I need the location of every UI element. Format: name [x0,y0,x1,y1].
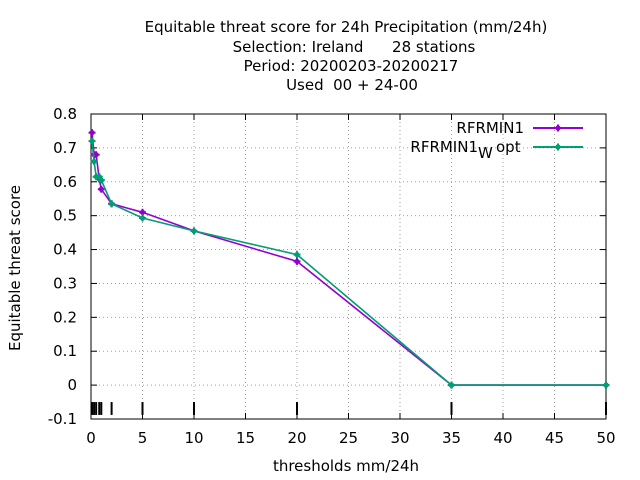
chart-title: Equitable threat score for 24h Precipita… [145,18,548,94]
series-1-point-dot [89,138,95,144]
series-line-1 [91,141,606,386]
y-tick-label: 0.2 [53,308,77,326]
legend-label-rfrmin1-opt-sub: W [478,144,493,162]
legend-marker-1 [554,143,562,151]
series-1-point [88,137,96,145]
series-0-point-dot [89,130,95,136]
series-1-point [448,381,455,389]
series-1-point-dot [139,215,146,221]
x-tick-label: 10 [184,429,203,447]
y-tick-label: 0.8 [53,105,77,123]
y-tick-label: 0.1 [53,342,77,360]
legend-label-rfrmin1-opt-tail: opt [496,138,521,156]
legend-marker-rfrmin1 [554,124,562,132]
plot-axes [90,113,607,420]
series-1-point-dot [448,382,455,388]
x-tick-labels: 0 5 10 15 20 25 30 35 40 45 50 [86,429,615,447]
x-tick-label: 45 [545,429,564,447]
legend-marker-rfrmin1-opt [554,143,562,151]
y-tick-label: 0.5 [53,207,77,225]
legend-marker-0 [554,124,562,132]
x-tick-label: 35 [442,429,461,447]
series-0-point [293,257,301,265]
y-tick-label: -0.1 [48,410,77,428]
x-tick-label: 5 [138,429,148,447]
series-0-point-dot [98,186,104,192]
series-1-point [293,251,301,259]
legend: RFRMIN1 RFRMIN1 W opt [410,119,583,162]
x-tick-label: 20 [287,429,306,447]
series-0-point [97,185,105,193]
threshold-markers [91,402,607,415]
series-0-point [88,129,96,137]
x-axis-label: thresholds mm/24h [273,457,419,475]
legend-label-rfrmin1: RFRMIN1 [456,119,524,137]
series-1-point [90,157,98,165]
chart-title-line-3: Period: 20200203-20200217 [244,57,459,75]
series-1-point [108,200,116,208]
legend-marker-0-dot [555,125,561,131]
x-tick-label: 0 [86,429,96,447]
x-tick-label: 40 [493,429,512,447]
series-0-point-dot [294,258,300,265]
series-1-point-dot [603,382,609,388]
x-tick-label: 30 [390,429,409,447]
plot-frame [90,113,607,420]
series-1-point [190,227,198,235]
x-tick-label: 50 [596,429,615,447]
series-1-point-dot [109,201,115,207]
series-1-point-dot [191,228,197,234]
legend-label-rfrmin1-opt: RFRMIN1 [410,138,478,156]
chart-title-line-1: Equitable threat score for 24h Precipita… [145,18,548,36]
legend-marker-1-dot [555,144,561,150]
y-tick-labels: -0.1 0 0.1 0.2 0.3 0.4 0.5 0.6 0.7 0.8 [48,105,77,428]
x-tick-label: 25 [339,429,358,447]
x-tick-label: 15 [236,429,255,447]
series-0-point-dot [139,209,146,215]
chart-title-line-4: Used 00 + 24-00 [286,76,418,94]
series-0-point-dot [93,152,99,158]
series-1-point-dot [91,158,97,165]
grid-lines [91,114,606,419]
series-1-point [602,381,610,389]
y-tick-label: 0 [67,376,77,394]
chart-title-line-2: Selection: Ireland 28 stations [233,38,476,56]
y-axis-label: Equitable threat score [6,185,24,351]
series-layer [88,129,610,389]
y-tick-label: 0.7 [53,139,77,157]
y-tick-label: 0.4 [53,241,77,259]
series-1-point [139,214,146,222]
y-tick-label: 0.3 [53,274,77,292]
series-1-point-dot [98,177,104,183]
series-1-point-dot [294,252,300,258]
y-tick-label: 0.6 [53,173,77,191]
series-1-point [97,176,105,184]
